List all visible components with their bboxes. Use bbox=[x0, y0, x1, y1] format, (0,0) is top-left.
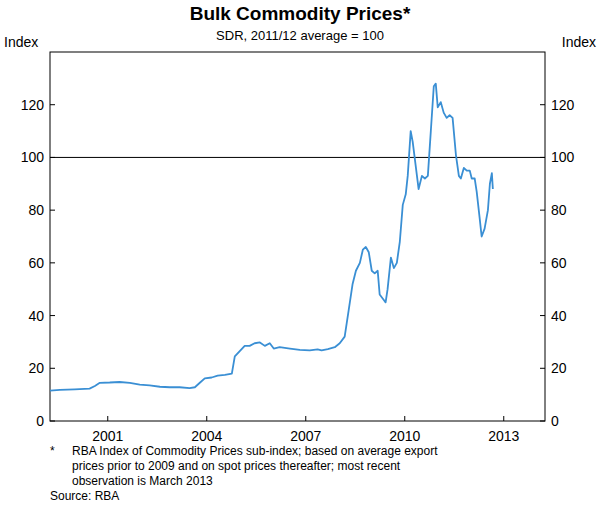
footnote: prices prior to 2009 and on spot prices … bbox=[72, 459, 401, 473]
x-tick bbox=[206, 416, 207, 421]
series-line bbox=[50, 84, 493, 391]
y-tick bbox=[50, 210, 55, 211]
y-tick-label: 100 bbox=[21, 149, 45, 165]
y-tick-label-right: 80 bbox=[551, 202, 567, 218]
y-tick bbox=[50, 368, 55, 369]
x-tick-label: 2001 bbox=[92, 428, 123, 444]
subtitle: SDR, 2011/12 average = 100 bbox=[216, 28, 384, 43]
reference-line bbox=[50, 157, 545, 158]
x-tick bbox=[404, 416, 405, 421]
y-tick-label: 60 bbox=[28, 255, 44, 271]
y-tick-label: 40 bbox=[28, 308, 44, 324]
footnote: RBA Index of Commodity Prices sub-index;… bbox=[72, 444, 438, 458]
y-tick-right bbox=[540, 262, 545, 263]
x-tick-label: 2007 bbox=[290, 428, 321, 444]
y-tick-label-right: 120 bbox=[551, 97, 575, 113]
y-tick bbox=[50, 262, 55, 263]
chart: Bulk Commodity Prices* SDR, 2011/12 avera… bbox=[0, 0, 600, 516]
y-tick-right bbox=[540, 315, 545, 316]
y-tick-right bbox=[540, 104, 545, 105]
x-tick bbox=[107, 416, 108, 421]
y-tick bbox=[50, 315, 55, 316]
source: Source: RBA bbox=[50, 489, 119, 503]
x-tick-label: 2004 bbox=[191, 428, 222, 444]
y-label-right: Index bbox=[562, 34, 596, 50]
y-tick-right bbox=[540, 210, 545, 211]
y-tick-label: 20 bbox=[28, 360, 44, 376]
y-tick-label-right: 100 bbox=[551, 149, 575, 165]
y-tick-right bbox=[540, 368, 545, 369]
plot-frame bbox=[50, 52, 545, 421]
y-tick-label-right: 60 bbox=[551, 255, 567, 271]
title: Bulk Commodity Prices* bbox=[190, 3, 411, 24]
x-tick-label: 2010 bbox=[389, 428, 420, 444]
y-tick-label: 120 bbox=[21, 97, 45, 113]
y-label: Index bbox=[4, 34, 38, 50]
y-tick-label-right: 0 bbox=[551, 413, 559, 429]
y-tick-label-right: 40 bbox=[551, 308, 567, 324]
y-tick bbox=[50, 421, 55, 422]
y-tick bbox=[50, 104, 55, 105]
x-tick bbox=[503, 416, 504, 421]
footnote-marker: * bbox=[50, 444, 55, 458]
footnote: observation is March 2013 bbox=[72, 474, 213, 488]
plot-area bbox=[50, 84, 493, 391]
y-tick-label-right: 20 bbox=[551, 360, 567, 376]
y-tick-label: 0 bbox=[36, 413, 44, 429]
y-tick-right bbox=[540, 421, 545, 422]
x-tick bbox=[305, 416, 306, 421]
x-tick-label: 2013 bbox=[488, 428, 519, 444]
y-tick-label: 80 bbox=[28, 202, 44, 218]
